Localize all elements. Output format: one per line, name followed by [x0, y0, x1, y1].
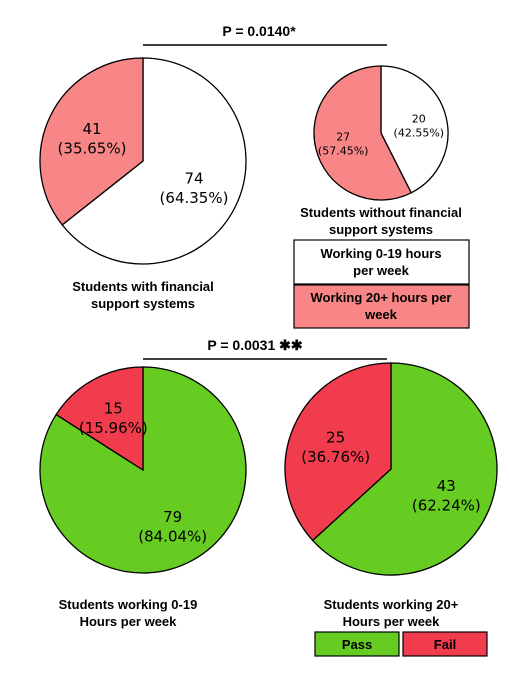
legend-swatch-20-plus-hours — [293, 284, 470, 329]
legend-label-pass: Pass — [342, 637, 372, 652]
pie-slice-working-0-19-hours-per-week — [380, 65, 449, 194]
slice-count-label: 15 — [104, 400, 123, 418]
slice-percent-label: (35.65%) — [58, 140, 127, 158]
pie-with-financial-support: 74 (64.35%) 41 (35.65%) — [39, 57, 247, 265]
pie-title-20plus-line1: Students working 20+ — [324, 597, 459, 612]
slice-count-label: 43 — [437, 477, 456, 495]
pie-without-financial-support: 20 (42.55%) 27 (57.45%) — [313, 65, 449, 201]
slice-percent-label: (57.45%) — [318, 145, 369, 158]
legend-swatch-0-19-hours — [293, 239, 470, 285]
slice-count-label: 25 — [326, 428, 345, 446]
legend-label-20plus-line2: week — [364, 307, 398, 322]
legend-swatch-fail — [402, 631, 488, 657]
pie-working-0-19-hours: 79(84.04%) 15(15.96%) — [39, 366, 247, 574]
slice-percent-label: (62.24%) — [412, 497, 481, 515]
top-pvalue: P = 0.0140* — [222, 23, 296, 39]
pie-title-20plus-line2: Hours per week — [343, 614, 441, 629]
legend-swatch-pass — [314, 631, 400, 657]
legend-label-fail: Fail — [434, 637, 456, 652]
pie-slice-pass — [39, 366, 247, 574]
slice-count-label: 27 — [336, 130, 350, 143]
slice-count-label: 74 — [184, 169, 203, 187]
pie-title-0-19-line2: Hours per week — [80, 614, 178, 629]
slice-percent-label: (84.04%) — [138, 527, 207, 545]
slice-percent-label: (42.55%) — [394, 127, 445, 140]
slice-percent-label: (15.96%) — [79, 419, 148, 437]
pie-title-with-support-line2: support systems — [91, 296, 195, 311]
pie-title-with-support-line1: Students with financial — [72, 279, 214, 294]
slice-count-label: 20 — [412, 112, 426, 125]
pie-working-20-plus-hours: 43 (62.24%) 25 (36.76%) — [284, 362, 498, 576]
pie-title-without-support-line1: Students without financial — [300, 205, 462, 220]
pie-slice-working-20-hours-per-week — [39, 57, 144, 226]
pie-title-without-support-line2: support systems — [329, 222, 433, 237]
pie-slice-fail — [55, 366, 144, 472]
legend-label-0-19-line1: Working 0-19 hours — [320, 246, 441, 261]
pie-slice-pass — [311, 362, 498, 576]
pie-slice-working-20-hours-per-week — [313, 65, 413, 201]
legend-label-20plus-line1: Working 20+ hours per — [311, 290, 452, 305]
slice-percent-label: (64.35%) — [160, 189, 229, 207]
slice-percent-label: (36.76%) — [301, 448, 370, 466]
pie-slice-fail — [284, 362, 392, 542]
pie-slice-working-0-19-hours-per-week — [61, 57, 247, 265]
legend-label-0-19-line2: per week — [353, 263, 409, 278]
pie-title-0-19-line1: Students working 0-19 — [59, 597, 198, 612]
slice-count-label: 41 — [82, 120, 101, 138]
bottom-pvalue: P = 0.0031 ✱✱ — [207, 337, 302, 353]
slice-count-label: 79 — [163, 508, 182, 526]
